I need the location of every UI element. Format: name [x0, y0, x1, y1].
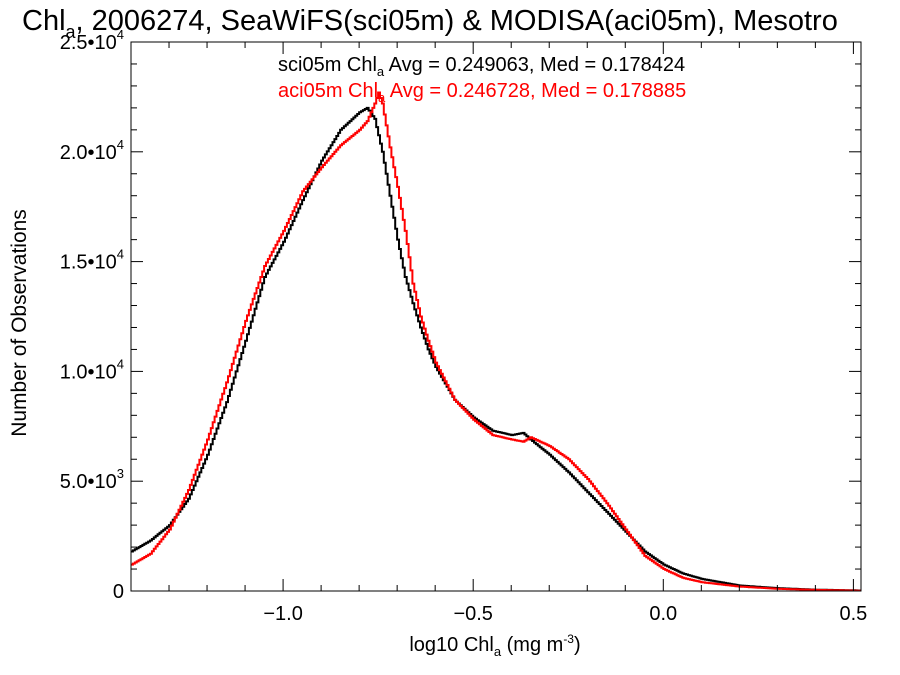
- series-line-aci05m: [131, 91, 861, 591]
- series-annotation-sci05m: sci05m Chla Avg = 0.249063, Med = 0.1784…: [278, 54, 685, 79]
- y-tick-label: 2.0•104: [60, 137, 124, 164]
- y-tick-label: 0: [113, 581, 124, 603]
- x-tick-label: 0.0: [649, 603, 677, 625]
- series-line-sci05m: [131, 106, 861, 591]
- y-tick-label: 1.5•104: [60, 247, 124, 274]
- x-axis-label: log10 Chla (mg m-3): [409, 632, 580, 659]
- y-axis-label: Number of Observations: [8, 209, 31, 437]
- plot-area: [131, 91, 861, 591]
- chart-title: Chla, 2006274, SeaWiFS(sci05m) & MODISA(…: [22, 5, 838, 42]
- y-tick-label: 2.5•104: [60, 27, 124, 54]
- axes: −1.0 −0.5 0.0 0.5 0 5.0•103 1.0•104 1.5•104 2.0•…: [60, 27, 868, 625]
- x-tick-label: −0.5: [453, 603, 492, 625]
- series-annotation-aci05m: aci05m Chla Avg = 0.246728, Med = 0.1788…: [278, 80, 686, 105]
- x-tick-label: −1.0: [263, 603, 302, 625]
- x-tick-label: 0.5: [839, 603, 867, 625]
- y-tick-label: 5.0•103: [60, 466, 124, 493]
- y-tick-label: 1.0•104: [60, 356, 124, 383]
- plot-frame: [130, 41, 862, 592]
